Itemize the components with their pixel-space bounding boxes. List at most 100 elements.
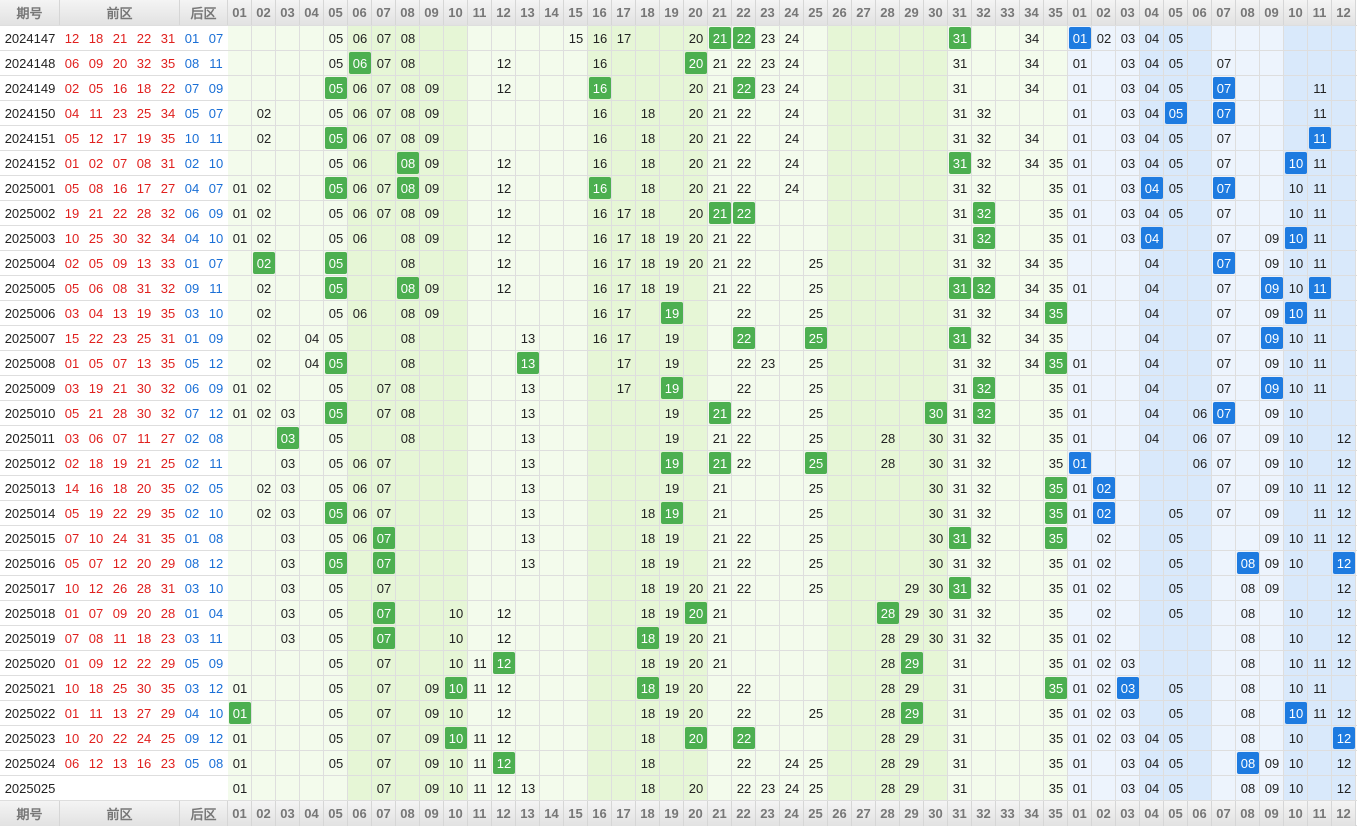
front-number: 32 [160,205,176,221]
header-front-number: 04 [300,801,324,826]
header-front-number: 32 [972,801,996,826]
front-hit: 05 [325,552,347,574]
header-front-number: 10 [444,0,468,25]
column-band [996,0,1020,826]
front-trend: 32 [976,480,992,496]
front-number: 18 [88,680,104,696]
front-trend: 16 [592,30,608,46]
front-trend: 31 [952,555,968,571]
front-trend: 12 [496,255,512,271]
front-hit: 18 [637,627,659,649]
front-trend: 02 [256,505,272,521]
front-trend: 13 [520,505,536,521]
front-trend: 11 [473,655,487,671]
front-trend: 01 [232,405,248,421]
back-trend: 04 [1144,255,1160,271]
front-trend: 31 [952,180,968,196]
back-hit: 07 [1213,102,1235,124]
header-back-number: 05 [1164,0,1188,25]
front-hit: 07 [373,627,395,649]
front-hit: 05 [325,127,347,149]
back-cell-bg [180,226,228,250]
header-front-number: 13 [516,801,540,826]
back-trend: 07 [1216,280,1232,296]
front-trend: 16 [592,130,608,146]
back-trend: 05 [1168,530,1184,546]
front-trend: 18 [640,780,656,796]
front-hit: 21 [709,452,731,474]
front-hit: 25 [805,452,827,474]
row-line [0,125,1357,126]
front-hit: 07 [373,527,395,549]
front-trend: 32 [976,505,992,521]
back-trend: 05 [1168,55,1184,71]
front-number: 19 [112,455,128,471]
front-trend: 35 [1048,705,1064,721]
front-trend: 20 [688,130,704,146]
front-trend: 32 [976,130,992,146]
back-trend: 02 [1096,605,1112,621]
front-number: 22 [112,730,128,746]
back-cell-bg [180,726,228,750]
back-trend: 12 [1336,480,1352,496]
front-trend: 21 [712,430,728,446]
front-number: 33 [160,255,176,271]
back-trend: 04 [1144,205,1160,221]
front-trend: 21 [712,280,728,296]
front-number: 12 [88,755,104,771]
front-hit: 08 [397,277,419,299]
header-front-number: 27 [852,0,876,25]
back-hit: 11 [1309,277,1331,299]
front-number: 10 [64,680,80,696]
front-trend: 30 [928,455,944,471]
front-hit: 22 [733,27,755,49]
issue: 2025008 [0,351,60,375]
col-line [899,0,900,826]
front-number: 05 [64,405,80,421]
front-hit: 05 [325,77,347,99]
back-trend: 04 [1144,780,1160,796]
front-number: 22 [112,205,128,221]
back-trend: 05 [1168,680,1184,696]
front-trend: 31 [952,405,968,421]
front-trend: 03 [280,555,296,571]
front-trend: 28 [880,680,896,696]
front-trend: 01 [232,205,248,221]
header-front-number: 03 [276,0,300,25]
front-cell-bg [60,676,180,700]
back-trend: 10 [1288,605,1304,621]
header-front-number: 14 [540,0,564,25]
col-line [1091,0,1092,826]
front-trend: 13 [520,455,536,471]
front-number: 21 [112,380,128,396]
col-line [467,0,468,826]
front-trend: 19 [664,480,680,496]
front-number: 34 [160,230,176,246]
front-trend: 02 [256,205,272,221]
front-number: 06 [64,55,80,71]
column-band [1092,0,1116,826]
front-number: 12 [112,655,128,671]
front-trend: 34 [1024,330,1040,346]
column-band [804,0,828,826]
front-number: 05 [64,280,80,296]
back-trend: 11 [1313,230,1327,246]
front-hit: 35 [1045,302,1067,324]
col-line [1211,0,1212,826]
front-number: 21 [88,405,104,421]
back-trend: 11 [1313,255,1327,271]
front-trend: 29 [904,680,920,696]
col-line [1307,0,1308,826]
front-number: 30 [136,680,152,696]
front-trend: 28 [880,705,896,721]
back-number: 04 [184,180,200,196]
front-trend: 24 [784,155,800,171]
back-trend: 04 [1144,55,1160,71]
front-trend: 03 [280,530,296,546]
back-trend: 05 [1168,130,1184,146]
back-trend: 09 [1264,305,1280,321]
back-trend: 11 [1313,530,1327,546]
back-cell-bg [180,501,228,525]
col-line [371,0,372,826]
front-trend: 19 [664,280,680,296]
